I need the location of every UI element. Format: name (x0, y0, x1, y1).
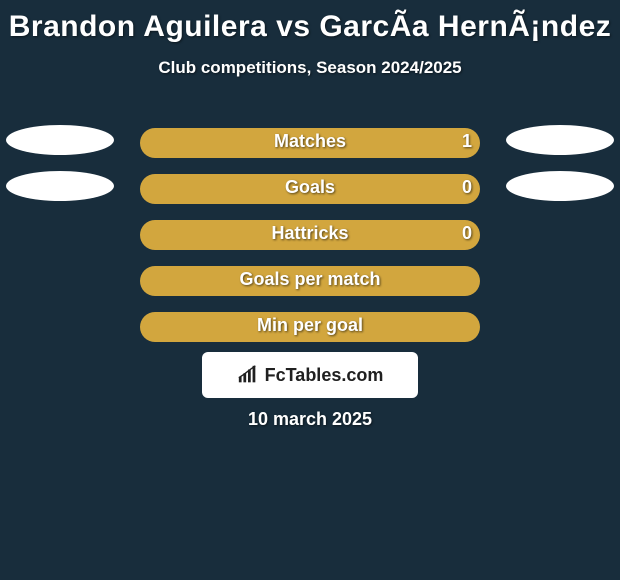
page-subtitle: Club competitions, Season 2024/2025 (0, 58, 620, 78)
stat-label: Goals (0, 177, 620, 198)
logo-text: FcTables.com (265, 365, 384, 386)
page-title: Brandon Aguilera vs GarcÃa HernÃ¡ndez (0, 0, 620, 44)
stat-label: Matches (0, 131, 620, 152)
stat-value-right: 0 (462, 177, 472, 198)
stat-label: Goals per match (0, 269, 620, 290)
date-text: 10 march 2025 (0, 409, 620, 430)
stat-label: Hattricks (0, 223, 620, 244)
stat-row: Hattricks0 (0, 212, 620, 258)
stat-row: Goals per match (0, 258, 620, 304)
stat-label: Min per goal (0, 315, 620, 336)
stat-rows-container: Matches1Goals0Hattricks0Goals per matchM… (0, 120, 620, 350)
logo-box: FcTables.com (202, 352, 418, 398)
stat-value-right: 1 (462, 131, 472, 152)
stat-value-right: 0 (462, 223, 472, 244)
stat-row: Min per goal (0, 304, 620, 350)
logo: FcTables.com (237, 364, 384, 386)
stat-row: Goals0 (0, 166, 620, 212)
stat-row: Matches1 (0, 120, 620, 166)
bar-chart-icon (237, 364, 259, 386)
